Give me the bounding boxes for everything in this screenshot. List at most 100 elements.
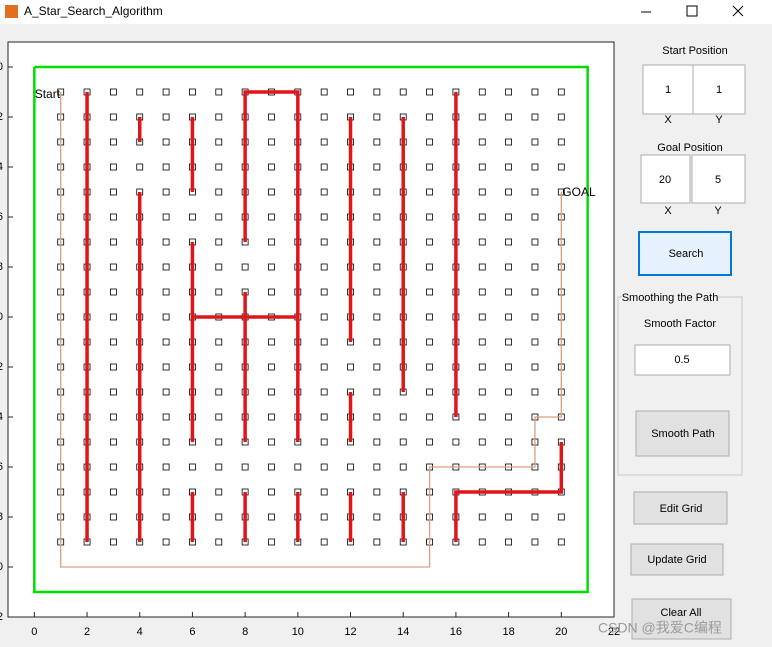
grid-node [373, 413, 381, 421]
grid-node [347, 463, 354, 471]
grid-node [215, 213, 223, 221]
grid-node [505, 138, 513, 146]
label: Smooth Factor [644, 318, 716, 330]
grid-node [109, 213, 117, 221]
grid-node [373, 513, 381, 521]
grid-node [320, 338, 328, 346]
grid-node [426, 363, 433, 371]
grid-node [557, 513, 565, 521]
search-button[interactable] [638, 231, 732, 276]
grid-node [478, 238, 486, 246]
grid-node [426, 163, 433, 171]
grid-node [109, 138, 117, 146]
grid-node [189, 88, 196, 96]
x-tick-label: 6 [189, 626, 195, 638]
text-field[interactable] [640, 154, 691, 204]
maximize-button[interactable] [686, 5, 698, 17]
grid-node [399, 438, 407, 446]
grid-node [162, 238, 170, 246]
grid-node [109, 488, 117, 496]
grid-node [531, 338, 539, 346]
grid-node [162, 463, 170, 471]
grid-node [109, 238, 117, 246]
field-value: 1 [716, 84, 722, 96]
x-tick-label: 20 [555, 626, 567, 638]
grid-node [162, 288, 170, 296]
grid-node [478, 538, 486, 546]
grid-node [531, 113, 539, 121]
grid-node [531, 313, 539, 321]
grid-node [478, 138, 486, 146]
grid-node [320, 88, 328, 96]
grid-node [268, 538, 275, 546]
grid-node [347, 88, 354, 96]
update-grid-button[interactable] [630, 543, 724, 576]
text-field[interactable] [691, 154, 746, 204]
grid-node [109, 438, 117, 446]
grid-node [320, 113, 328, 121]
grid-node [426, 213, 433, 221]
grid-node [189, 463, 196, 471]
grid-node [373, 188, 381, 196]
control-panel: Start Position 1 1 X Y Goal Position 20 … [617, 45, 746, 640]
clear-button[interactable] [631, 598, 732, 640]
grid-node [268, 363, 275, 371]
grid-node [320, 513, 328, 521]
grid-node [373, 338, 381, 346]
grid-node [109, 363, 117, 371]
grid-node [268, 238, 275, 246]
grid-node [478, 88, 486, 96]
grid-node [320, 163, 328, 171]
grid-node [373, 388, 381, 396]
grid-node [320, 388, 328, 396]
grid-node [373, 538, 381, 546]
text-field[interactable] [634, 344, 731, 376]
grid-node [478, 413, 486, 421]
grid-node [531, 513, 539, 521]
grid-node [320, 213, 328, 221]
grid-node [162, 213, 170, 221]
grid-node [109, 163, 117, 171]
grid-node [162, 113, 170, 121]
grid-node [557, 113, 565, 121]
grid-node [162, 188, 170, 196]
close-button[interactable] [732, 5, 744, 17]
grid-node [320, 138, 328, 146]
grid-node [162, 438, 170, 446]
grid-node [268, 163, 275, 171]
grid-node [215, 188, 223, 196]
grid-node [215, 438, 223, 446]
wall [454, 442, 564, 542]
text-field[interactable] [692, 64, 746, 115]
grid-node [109, 463, 117, 471]
grid-node [373, 163, 381, 171]
grid-node [373, 213, 381, 221]
y-tick-label: 14 [0, 411, 3, 423]
grid-node [478, 288, 486, 296]
grid-node [162, 138, 170, 146]
grid-node [505, 413, 513, 421]
grid-node [505, 88, 513, 96]
group-title-bg [622, 290, 718, 304]
edit-grid-button[interactable] [633, 491, 728, 525]
grid-node [109, 288, 117, 296]
grid-node [320, 463, 328, 471]
grid-node [109, 538, 117, 546]
grid-node [426, 313, 433, 321]
grid-node [136, 88, 144, 96]
button-label: Edit Grid [660, 503, 703, 515]
grid-node [215, 538, 223, 546]
grid-node [478, 113, 486, 121]
grid-node [162, 338, 170, 346]
grid-node [531, 188, 539, 196]
grid-node [215, 363, 223, 371]
grid-node [426, 413, 433, 421]
grid-node [426, 88, 433, 96]
grid-node [531, 213, 539, 221]
field-value: 5 [715, 174, 721, 186]
smooth-button[interactable] [635, 410, 730, 457]
grid-node [162, 88, 170, 96]
label: X [664, 114, 672, 126]
